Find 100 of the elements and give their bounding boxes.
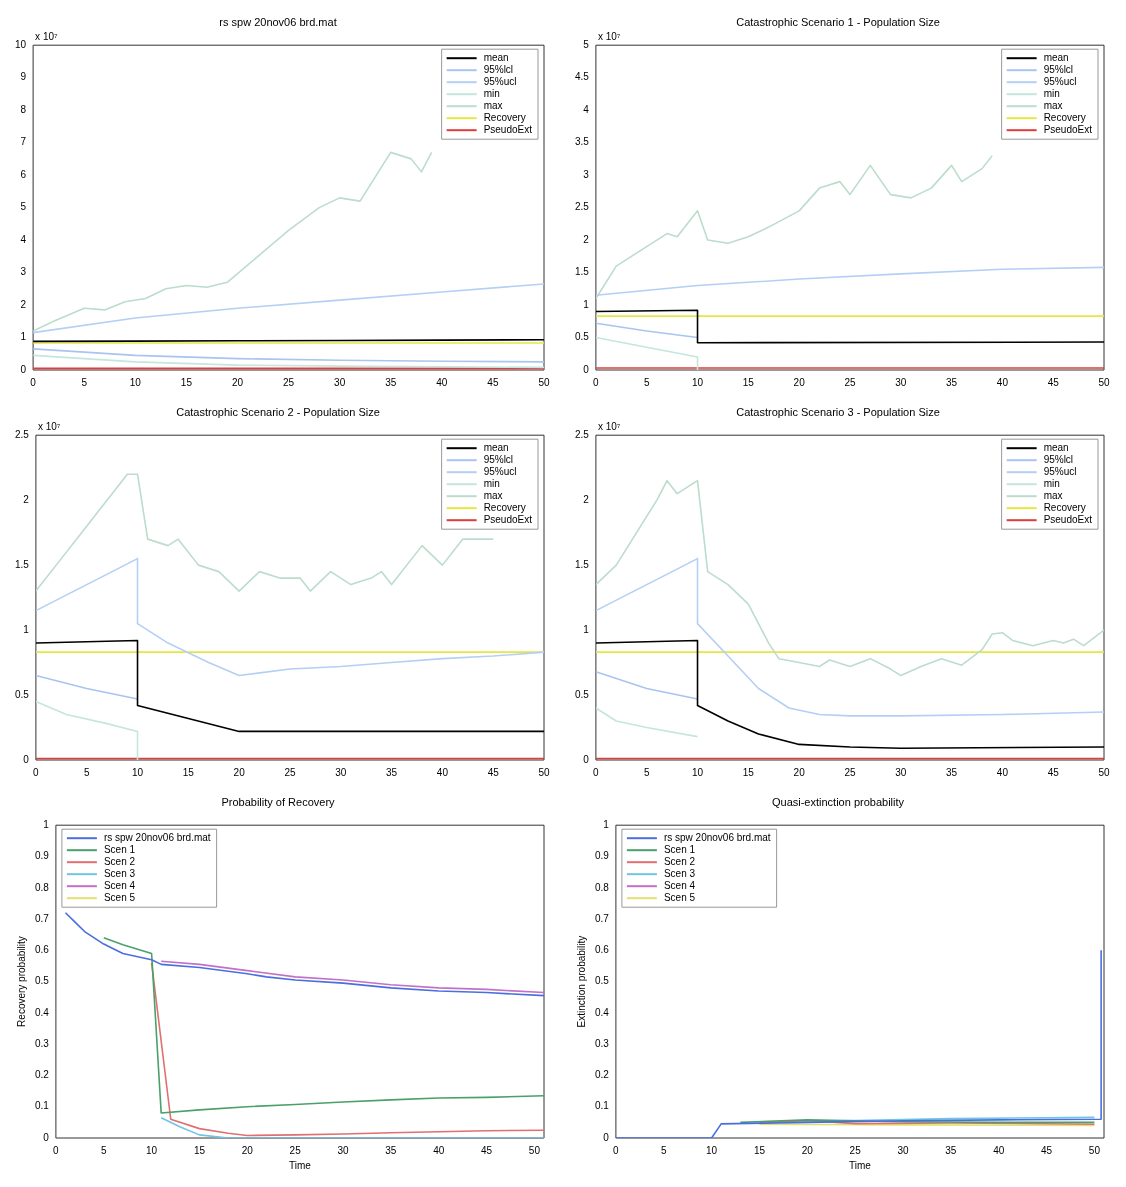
y-tick-label: 7 (20, 136, 27, 148)
legend-label: Scen 1 (663, 843, 696, 855)
x-tick-label: 45 (487, 766, 500, 778)
y-tick-label: 0.9 (35, 850, 50, 862)
x-tick-label: 10 (691, 376, 704, 388)
legend-label: mean (483, 441, 509, 453)
y-tick-label: 3 (20, 266, 27, 278)
x-tick-label: 35 (385, 1144, 397, 1156)
x-tick-label: 15 (180, 376, 193, 388)
legend-label: Recovery (483, 501, 526, 513)
x-axis-title: Time (849, 1159, 872, 1171)
y-tick-label: 2.5 (575, 201, 590, 213)
y-tick-label: 8 (20, 103, 27, 115)
x-tick-label: 50 (528, 1144, 541, 1156)
legend-label: min (483, 87, 500, 99)
x-tick-label: 5 (83, 766, 90, 778)
x-tick-label: 0 (53, 1144, 60, 1156)
x-tick-label: 25 (284, 766, 296, 778)
x-tick-label: 5 (100, 1144, 107, 1156)
y-tick-label: 4.5 (575, 71, 590, 83)
x-tick-label: 5 (81, 376, 88, 388)
y-tick-label: 0 (583, 753, 590, 765)
x-tick-label: 35 (945, 1144, 957, 1156)
y-tick-label: 4 (583, 103, 590, 115)
y-tick-label: 2.5 (575, 428, 590, 440)
y-tick-label: 0 (23, 753, 30, 765)
legend-label: min (483, 477, 500, 489)
x-tick-label: 20 (801, 1144, 814, 1156)
y-tick-label: 0.7 (595, 912, 610, 924)
y-tick-label: 1 (43, 818, 50, 830)
y-tick-label: 0.4 (35, 1006, 50, 1018)
y-tick-label: 0.1 (595, 1100, 610, 1112)
legend-label: rs spw 20nov06 brd.mat (103, 831, 211, 843)
y-tick-label: 2 (20, 298, 27, 310)
y-tick-label: 0.5 (35, 975, 50, 987)
y-tick-label: 0 (583, 363, 590, 375)
y-tick-label: 0.3 (595, 1037, 610, 1049)
x-tick-label: 10 (129, 376, 142, 388)
x-tick-label: 45 (1047, 376, 1060, 388)
x-tick-label: 45 (1047, 766, 1060, 778)
legend-label: Scen 2 (663, 855, 696, 867)
x-tick-label: 15 (742, 766, 755, 778)
x-tick-label: 10 (691, 766, 704, 778)
y-tick-label: 1 (583, 298, 590, 310)
y-tick-label: 2.5 (15, 428, 30, 440)
chart-title: rs spw 20nov06 brd.mat (219, 15, 337, 28)
y-tick-label: 1 (23, 623, 30, 635)
y-axis-title: Recovery probability (15, 936, 27, 1027)
y-tick-label: 1 (603, 818, 610, 830)
y-tick-label: 0.8 (35, 881, 50, 893)
y-tick-label: 3.5 (575, 136, 590, 148)
x-tick-label: 35 (385, 376, 397, 388)
x-tick-label: 40 (996, 766, 1009, 778)
x-tick-label: 15 (182, 766, 195, 778)
legend-label: 95%ucl (1043, 75, 1077, 87)
y-tick-label: 0 (43, 1131, 50, 1143)
legend-label: PseudoExt (483, 123, 533, 135)
y-tick-label: 0.4 (595, 1006, 610, 1018)
x-axis-title: Time (289, 1159, 312, 1171)
legend-label: min (1043, 477, 1060, 489)
x-tick-label: 50 (1088, 1144, 1101, 1156)
y-tick-label: 2 (583, 233, 590, 245)
y-tick-label: 0 (603, 1131, 610, 1143)
legend-label: max (1043, 489, 1063, 501)
text: x 10⁷ (37, 420, 61, 432)
x-tick-label: 40 (433, 1144, 445, 1156)
x-tick-label: 30 (895, 766, 907, 778)
legend-label: 95%ucl (483, 75, 517, 87)
chart-title: Catastrophic Scenario 1 - Population Size (736, 15, 940, 28)
y-tick-label: 2 (583, 493, 590, 505)
x-tick-label: 50 (1098, 376, 1110, 388)
legend-label: max (483, 99, 503, 111)
x-tick-label: 30 (337, 1144, 350, 1156)
y-tick-label: 0.9 (595, 850, 610, 862)
x-tick-label: 0 (613, 1144, 620, 1156)
y-tick-label: 1.5 (575, 266, 590, 278)
chart-title: Probability of Recovery (221, 795, 336, 808)
y-tick-label: 0.2 (35, 1069, 50, 1081)
x-tick-label: 35 (946, 766, 958, 778)
x-tick-label: 45 (1041, 1144, 1053, 1156)
y-tick-label: 2 (23, 493, 30, 505)
legend-label: Scen 3 (103, 867, 136, 879)
y-tick-label: 0.7 (35, 912, 50, 924)
y-tick-label: 0.5 (595, 975, 610, 987)
legend-label: mean (1043, 51, 1069, 63)
x-tick-label: 45 (481, 1144, 493, 1156)
x-tick-label: 15 (753, 1144, 766, 1156)
legend-label: Scen 5 (103, 891, 136, 903)
legend-label: mean (1043, 441, 1069, 453)
y-tick-label: 5 (20, 201, 27, 213)
x-tick-label: 20 (241, 1144, 254, 1156)
y-tick-label: 0.6 (35, 944, 50, 956)
legend-label: Scen 5 (663, 891, 696, 903)
x-tick-label: 35 (946, 376, 958, 388)
x-tick-label: 15 (193, 1144, 206, 1156)
legend-label: min (1043, 87, 1060, 99)
legend-label: PseudoExt (1043, 123, 1093, 135)
x-tick-label: 25 (844, 376, 856, 388)
x-tick-label: 40 (996, 376, 1009, 388)
y-tick-label: 0 (20, 363, 27, 375)
